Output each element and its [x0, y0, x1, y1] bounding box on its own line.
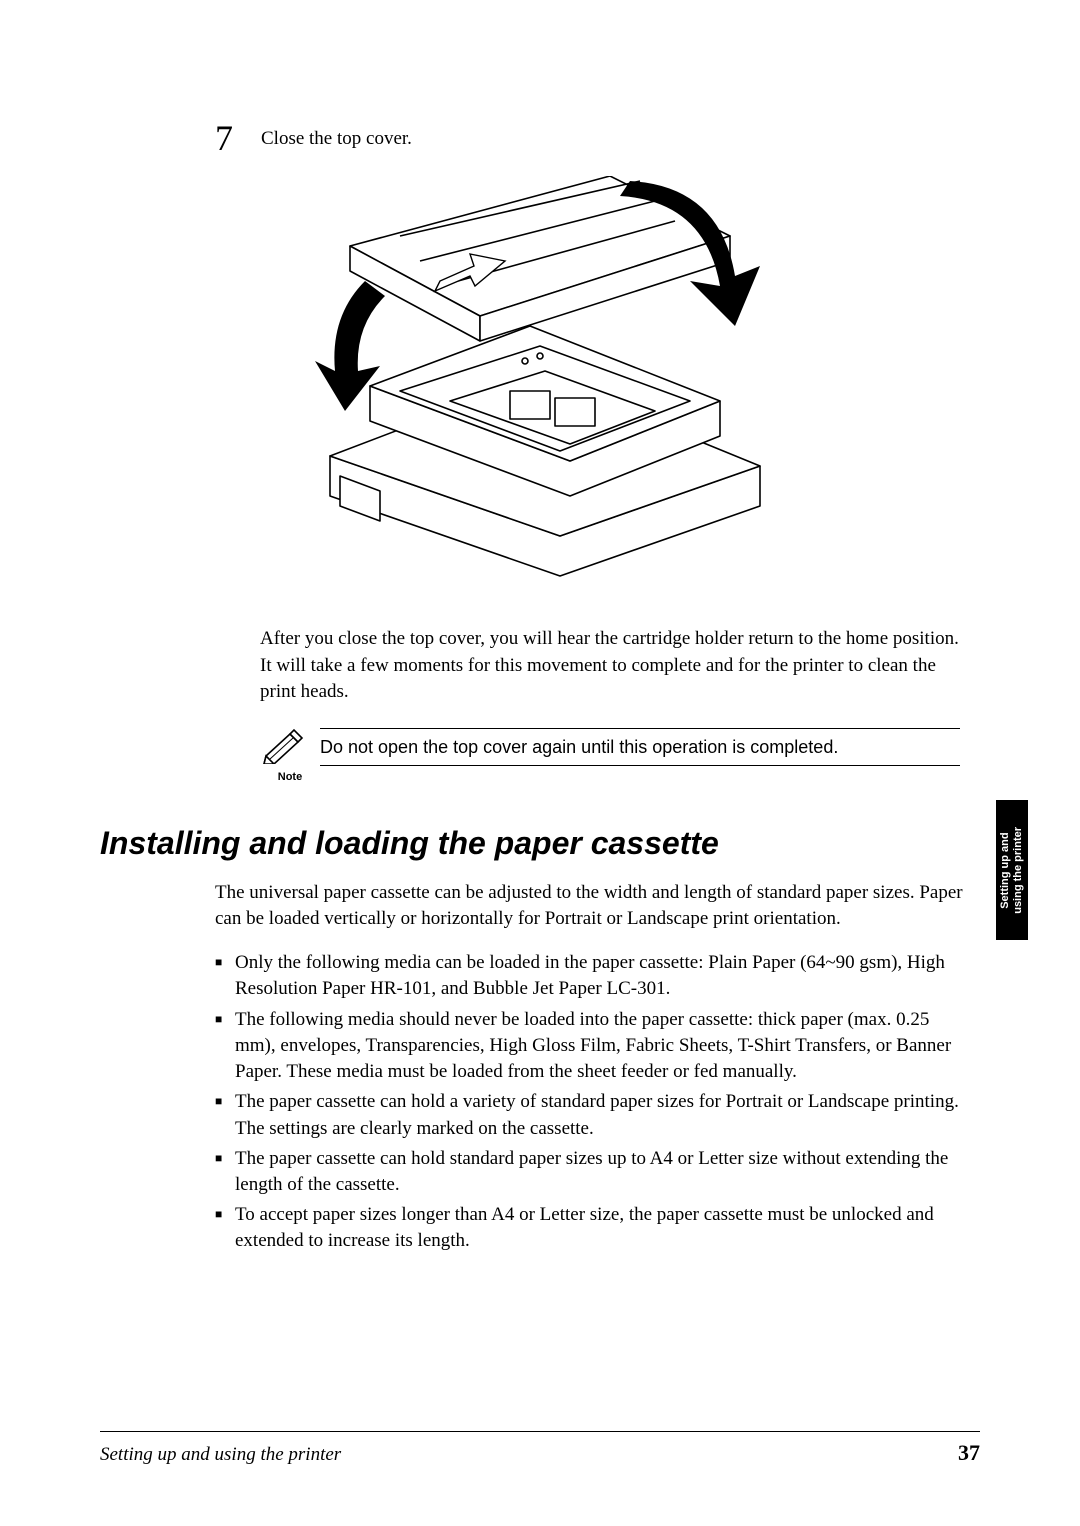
page-content: 7 Close the top cover. [100, 120, 980, 1255]
section-intro: The universal paper cassette can be adju… [215, 880, 965, 932]
note-block: Note Do not open the top cover again unt… [260, 728, 960, 783]
footer-page-number: 37 [958, 1440, 980, 1466]
section-body: The universal paper cassette can be adju… [215, 880, 965, 1255]
side-tab-text: Setting up and using the printer [999, 827, 1025, 914]
after-diagram-text: After you close the top cover, you will … [260, 626, 960, 706]
note-label: Note [260, 771, 320, 783]
note-text: Do not open the top cover again until th… [320, 728, 960, 766]
bullet-list: Only the following media can be loaded i… [215, 950, 965, 1254]
footer-title: Setting up and using the printer [100, 1444, 341, 1466]
side-tab: Setting up and using the printer [996, 800, 1028, 940]
section-heading: Installing and loading the paper cassett… [100, 825, 980, 862]
list-item: The paper cassette can hold a variety of… [215, 1089, 965, 1141]
side-tab-line1: Setting up and [999, 832, 1011, 908]
step-text: Close the top cover. [261, 120, 412, 150]
list-item: The following media should never be load… [215, 1007, 965, 1086]
list-item: To accept paper sizes longer than A4 or … [215, 1202, 965, 1254]
step-number: 7 [215, 120, 233, 156]
note-icon-column: Note [260, 728, 320, 783]
list-item: The paper cassette can hold standard pap… [215, 1146, 965, 1198]
side-tab-line2: using the printer [1012, 827, 1024, 914]
page-footer: Setting up and using the printer 37 [100, 1431, 980, 1466]
note-pencil-icon [260, 728, 308, 764]
list-item: Only the following media can be loaded i… [215, 950, 965, 1002]
step-7: 7 Close the top cover. [215, 120, 980, 156]
printer-close-cover-diagram [260, 176, 800, 606]
